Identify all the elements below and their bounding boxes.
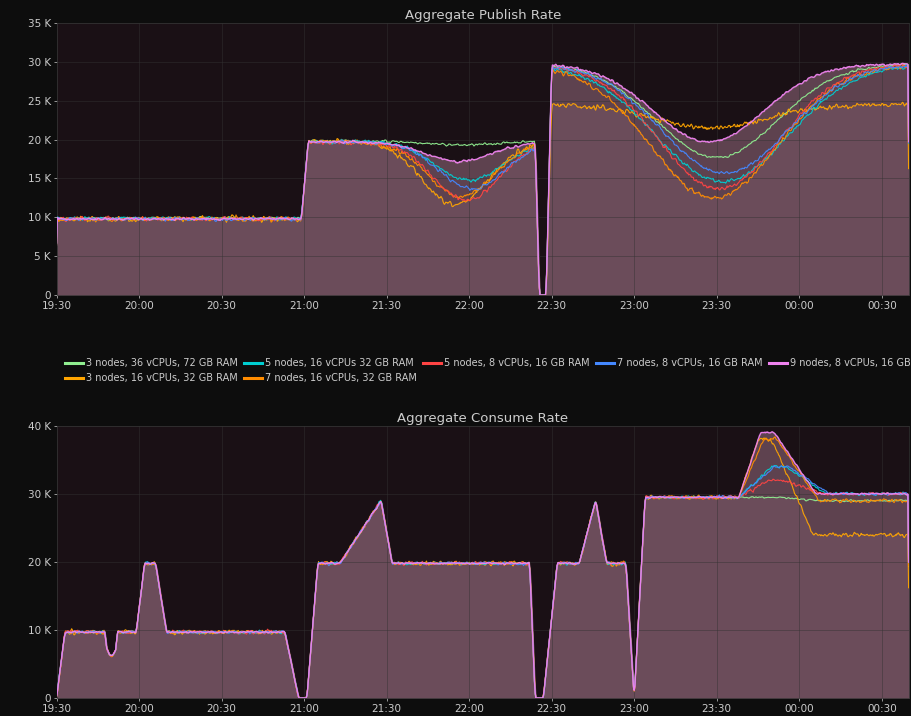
- Title: Aggregate Publish Rate: Aggregate Publish Rate: [404, 9, 560, 21]
- Legend: 3 nodes, 36 vCPUs, 72 GB RAM, 3 nodes, 16 vCPUs, 32 GB RAM, 5 nodes, 16 vCPUs 32: 3 nodes, 36 vCPUs, 72 GB RAM, 3 nodes, 1…: [61, 354, 911, 387]
- Title: Aggregate Consume Rate: Aggregate Consume Rate: [397, 412, 568, 425]
